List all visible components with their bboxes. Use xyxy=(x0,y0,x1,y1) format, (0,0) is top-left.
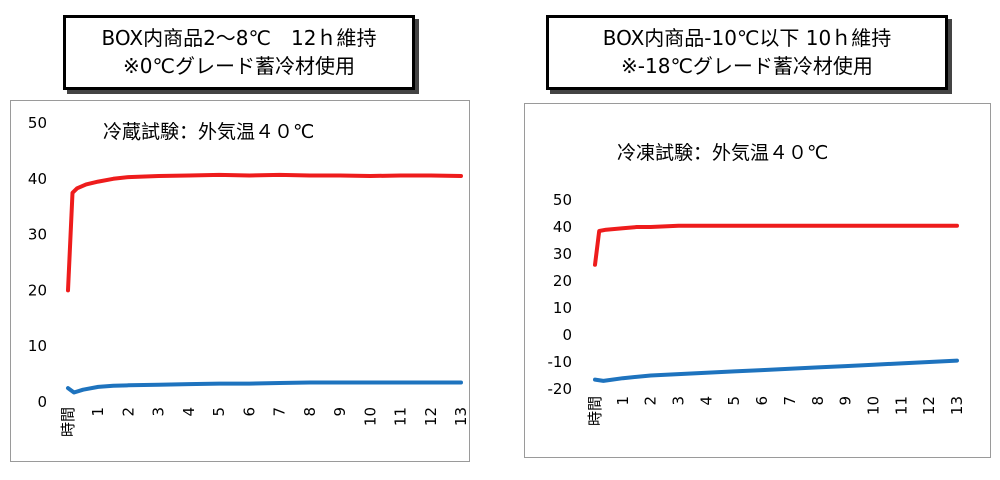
y-tick-label: 0 xyxy=(562,326,572,344)
header-box-left: BOX内商品2～8℃ 12ｈ維持 ※0℃グレード蓄冷材使用 xyxy=(63,15,415,90)
x-tick-label: 1 xyxy=(89,407,107,417)
x-tick-label: 5 xyxy=(210,407,228,417)
x-tick-label: 2 xyxy=(119,407,137,417)
series-line-0 xyxy=(66,172,463,293)
chart-title: 冷蔵試験：外気温４０℃ xyxy=(103,121,314,143)
x-tick-label: 1 xyxy=(614,396,632,406)
y-tick-label: 30 xyxy=(28,226,47,244)
x-tick-label: 2 xyxy=(642,396,660,406)
x-tick-label: 7 xyxy=(271,407,289,417)
x-tick-label: 10 xyxy=(864,396,882,415)
chart-title: 冷凍試験：外気温４０℃ xyxy=(617,142,828,164)
x-tick-label: 9 xyxy=(331,407,349,417)
header-right-line2: ※-18℃グレード蓄冷材使用 xyxy=(621,54,873,78)
series-line-1 xyxy=(66,380,463,395)
series-line-0 xyxy=(593,223,959,267)
x-tick-label: 4 xyxy=(180,407,198,417)
x-tick-label: 12 xyxy=(422,407,440,426)
x-tick-label: 10 xyxy=(361,407,379,426)
x-tick-label: 8 xyxy=(809,396,827,406)
x-tick-label: 9 xyxy=(837,396,855,406)
chart-panel-frozen: 冷凍試験：外気温４０℃ -20 -10 0 10 20 30 40 50 時間 1 2 3 4 5 6 7 8 9 1… xyxy=(524,103,991,458)
y-tick-label: 10 xyxy=(553,299,572,317)
header-box-right: BOX内商品-10℃以下 10ｈ維持 ※-18℃グレード蓄冷材使用 xyxy=(546,15,948,90)
x-tick-label: 8 xyxy=(301,407,319,417)
chart-panel-refrigerated: 冷蔵試験：外気温４０℃ 0 10 20 30 40 50 時間 1 2 3 4 5 6 7 8 9 10 11 12 1… xyxy=(10,100,470,462)
y-tick-label: -10 xyxy=(548,353,573,371)
y-tick-label: 40 xyxy=(28,170,47,188)
y-tick-label: 50 xyxy=(28,114,47,132)
header-left-line1: BOX内商品2～8℃ 12ｈ維持 xyxy=(101,26,377,50)
y-tick-label: 20 xyxy=(553,272,572,290)
x-tick-label: 13 xyxy=(948,396,966,415)
x-tick-label: 4 xyxy=(697,396,715,406)
x-tick-label: 3 xyxy=(670,396,688,406)
header-right-line1: BOX内商品-10℃以下 10ｈ維持 xyxy=(602,26,892,50)
x-tick-label: 5 xyxy=(725,396,743,406)
y-tick-label: -20 xyxy=(548,380,573,398)
x-tick-label: 時間 xyxy=(59,407,77,437)
x-tick-label: 時間 xyxy=(586,396,604,426)
y-tick-label: 10 xyxy=(28,337,47,355)
x-tick-label: 11 xyxy=(892,396,910,415)
y-tick-label: 30 xyxy=(553,245,572,263)
y-tick-label: 0 xyxy=(37,393,47,411)
x-tick-label: 3 xyxy=(150,407,168,417)
x-tick-label: 13 xyxy=(452,407,470,426)
x-tick-label: 6 xyxy=(240,407,258,417)
header-left-line2: ※0℃グレード蓄冷材使用 xyxy=(123,54,355,78)
x-tick-label: 6 xyxy=(753,396,771,406)
y-tick-label: 40 xyxy=(553,218,572,236)
x-tick-label: 11 xyxy=(392,407,410,426)
series-line-1 xyxy=(593,358,959,383)
x-tick-label: 12 xyxy=(920,396,938,415)
y-tick-label: 20 xyxy=(28,281,47,299)
x-tick-label: 7 xyxy=(781,396,799,406)
y-tick-label: 50 xyxy=(553,191,572,209)
